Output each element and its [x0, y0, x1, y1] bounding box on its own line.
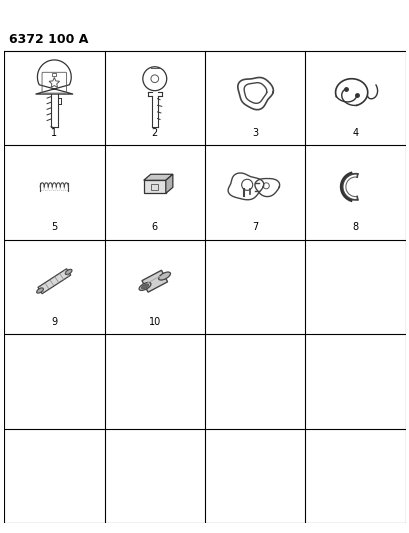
Text: 6: 6 [151, 222, 157, 232]
Text: 3: 3 [252, 128, 258, 138]
Ellipse shape [158, 272, 170, 280]
Ellipse shape [141, 284, 148, 289]
Text: 9: 9 [51, 317, 57, 327]
Polygon shape [38, 269, 71, 294]
Text: 5: 5 [51, 222, 57, 232]
Ellipse shape [36, 288, 43, 293]
Polygon shape [165, 174, 173, 193]
Bar [52, 73, 56, 76]
Ellipse shape [139, 282, 151, 290]
Text: 1: 1 [51, 128, 57, 138]
Text: 10: 10 [148, 317, 160, 327]
Bar [151, 183, 158, 190]
Text: 6372 100 A: 6372 100 A [9, 33, 88, 46]
Text: 8: 8 [352, 222, 358, 232]
Polygon shape [142, 270, 167, 292]
Text: 7: 7 [252, 222, 258, 232]
Polygon shape [144, 180, 165, 193]
Ellipse shape [65, 269, 72, 274]
Polygon shape [144, 174, 173, 180]
Text: 2: 2 [151, 128, 157, 138]
Text: 4: 4 [352, 128, 358, 138]
